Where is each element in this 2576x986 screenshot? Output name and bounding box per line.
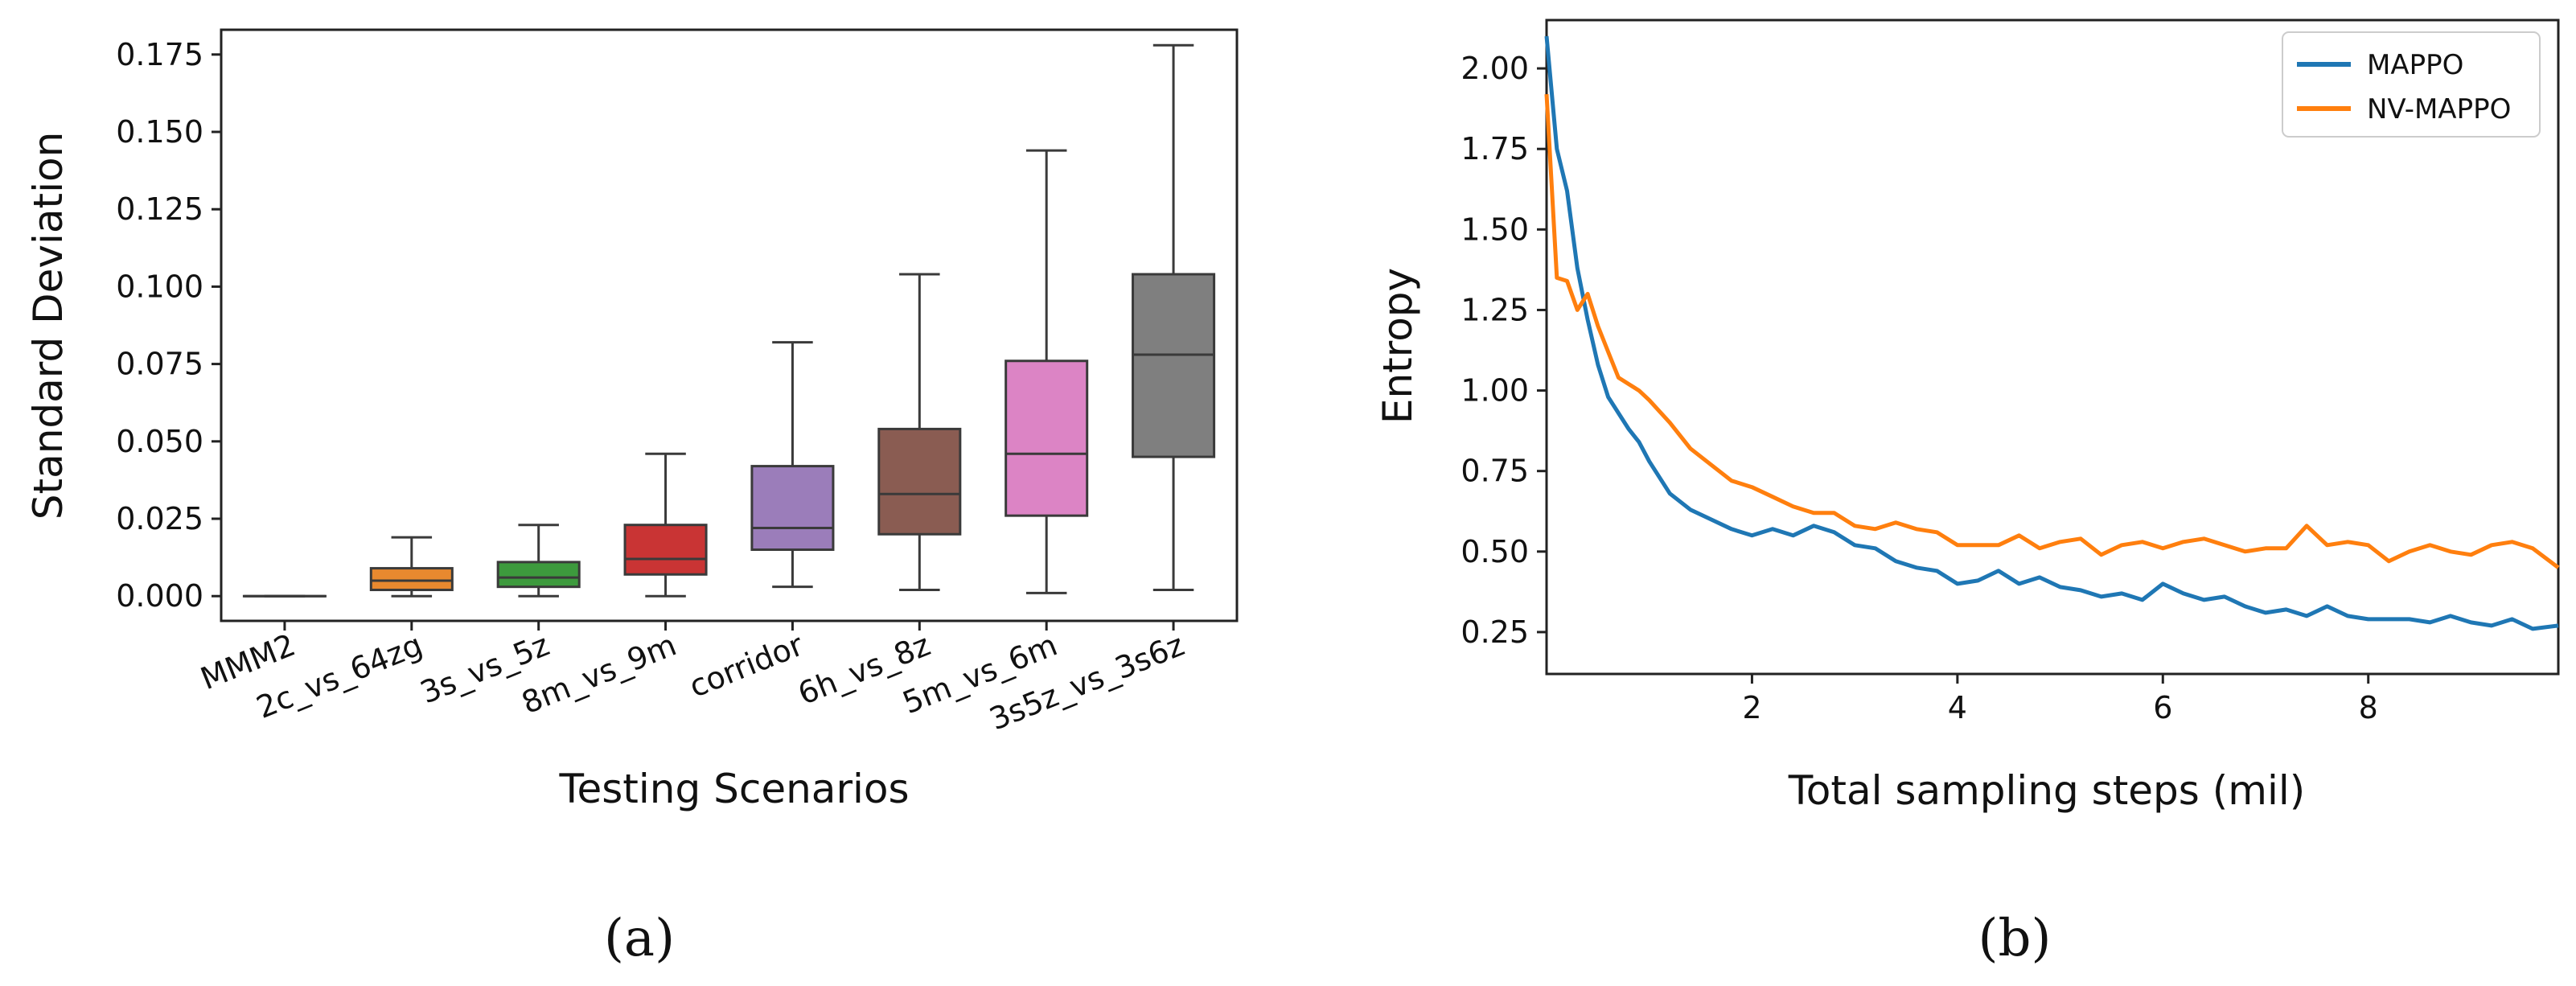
series-line-MAPPO [1544,35,2559,631]
box-iqr [750,465,835,551]
y-tick-label: 0.150 [116,114,203,150]
line-chart-y-axis-label: Entropy [1374,268,1421,424]
box-iqr [1132,273,1216,458]
y-tick-label: 0.175 [116,37,203,72]
y-tick-label: 0.100 [116,269,203,304]
line-chart-y-ticks: 0.25 0.50 0.75 1.00 1.25 1.50 1.75 2.00 [1461,51,1547,650]
series-line-NV-MAPPO [1544,93,2560,569]
y-tick-label: 1.75 [1461,131,1529,166]
x-tick-label: 4 [1948,690,1967,725]
box-plot-boxes [242,43,1216,598]
y-tick-label: 0.25 [1461,614,1529,650]
y-tick-label: 1.00 [1461,373,1529,409]
y-tick-label: 1.25 [1461,292,1529,327]
y-tick-label: 0.075 [116,347,203,382]
legend-label: NV-MAPPO [2367,93,2511,125]
box-5m_vs_6m [1005,149,1089,594]
box-plot-panel: 0.000 0.025 0.050 0.075 0.100 0.125 0.150 0.175… [25,28,1239,968]
y-tick-label: 0.125 [116,191,203,227]
line-chart-panel: 0.25 0.50 0.75 1.00 1.25 1.50 1.75 2.00 2 4 6 8 MA… [1374,18,2560,968]
box-6h_vs_8z [877,273,962,592]
line-chart-frame [1545,18,2560,676]
y-tick-label: 0.050 [116,424,203,459]
y-tick-label: 0.025 [116,501,203,536]
box-plot-y-ticks: 0.000 0.025 0.050 0.075 0.100 0.125 0.150 0.175 [116,37,221,614]
y-tick-label: 0.75 [1461,454,1529,489]
box-iqr [369,567,454,592]
box-iqr [1005,359,1089,517]
box-plot-frame [220,28,1239,622]
box-corridor [750,341,835,589]
box-plot-x-axis-label: Testing Scenarios [558,766,909,812]
box-iqr [877,427,962,536]
box-iqr [623,524,708,576]
x-tick-label: 2 [1742,690,1761,725]
box-8m_vs_9m [623,452,708,598]
line-chart-legend: MAPPO NV-MAPPO [2282,31,2541,138]
line-chart-x-axis-label: Total sampling steps (mil) [1788,767,2306,814]
line-chart-x-ticks: 2 4 6 8 [1742,674,2378,725]
box-3s_vs_5z [496,524,581,598]
panel-label-b: (b) [1978,909,2052,968]
x-tick-label: 6 [2153,690,2172,725]
box-plot-y-axis-label: Standard Deviation [25,132,72,520]
legend-label: MAPPO [2367,49,2463,81]
x-tick-label: corridor [684,627,808,704]
y-tick-label: 0.000 [116,578,203,614]
y-tick-label: 1.50 [1461,212,1529,247]
box-3s5z_vs_3s6z [1132,43,1216,592]
panel-label-a: (a) [604,909,675,968]
y-tick-label: 0.50 [1461,534,1529,569]
box-2c_vs_64zg [369,536,454,598]
y-tick-label: 2.00 [1461,51,1529,86]
x-tick-label: 8 [2359,690,2378,725]
box-iqr [496,561,581,589]
line-chart-series [1544,35,2560,631]
